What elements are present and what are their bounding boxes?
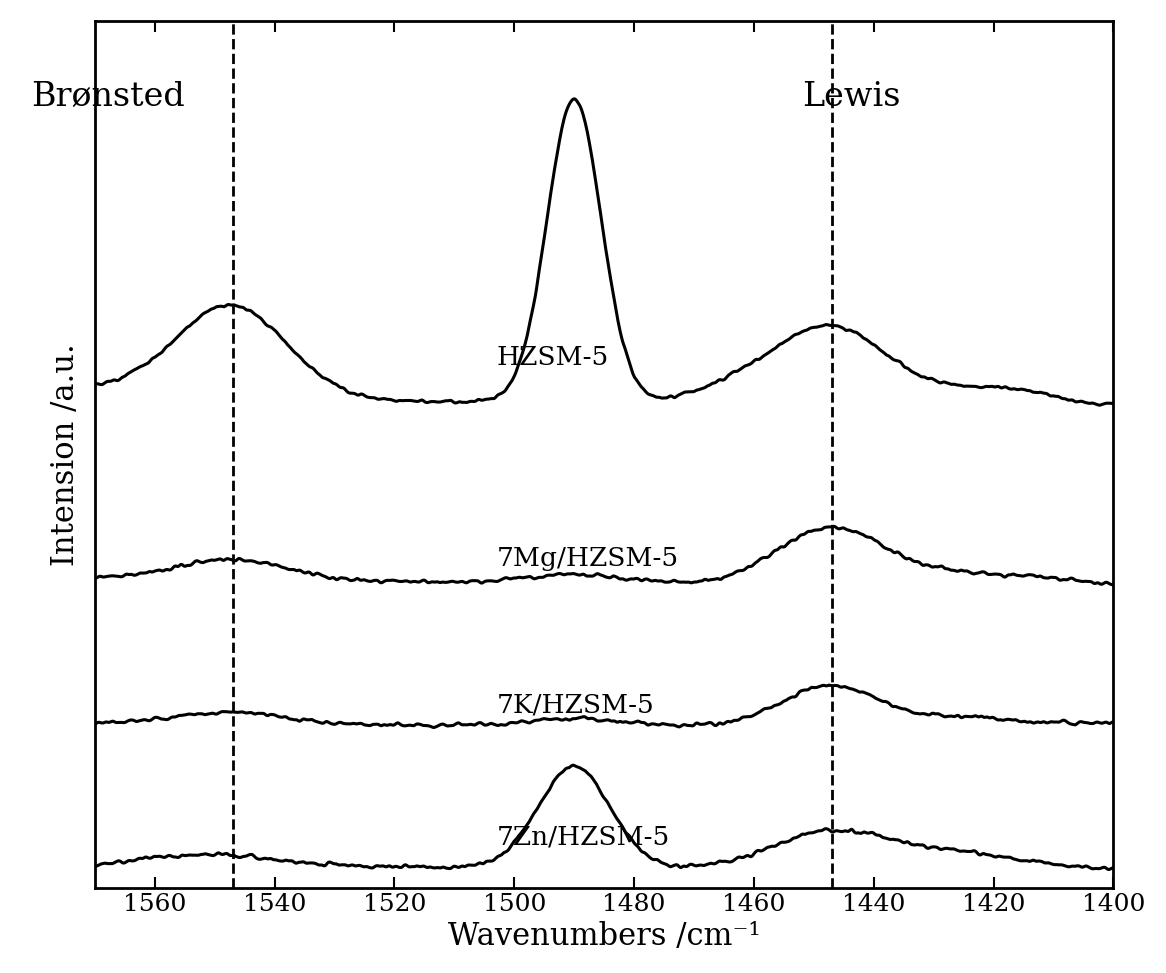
X-axis label: Wavenumbers /cm⁻¹: Wavenumbers /cm⁻¹ <box>448 921 760 953</box>
Text: 7Mg/HZSM-5: 7Mg/HZSM-5 <box>497 546 679 570</box>
Text: HZSM-5: HZSM-5 <box>497 344 609 370</box>
Text: Brønsted: Brønsted <box>31 81 184 113</box>
Text: Lewis: Lewis <box>802 81 900 113</box>
Y-axis label: Intension /a.u.: Intension /a.u. <box>50 342 80 565</box>
Text: 7K/HZSM-5: 7K/HZSM-5 <box>497 693 654 718</box>
Text: 7Zn/HZSM-5: 7Zn/HZSM-5 <box>497 824 669 849</box>
